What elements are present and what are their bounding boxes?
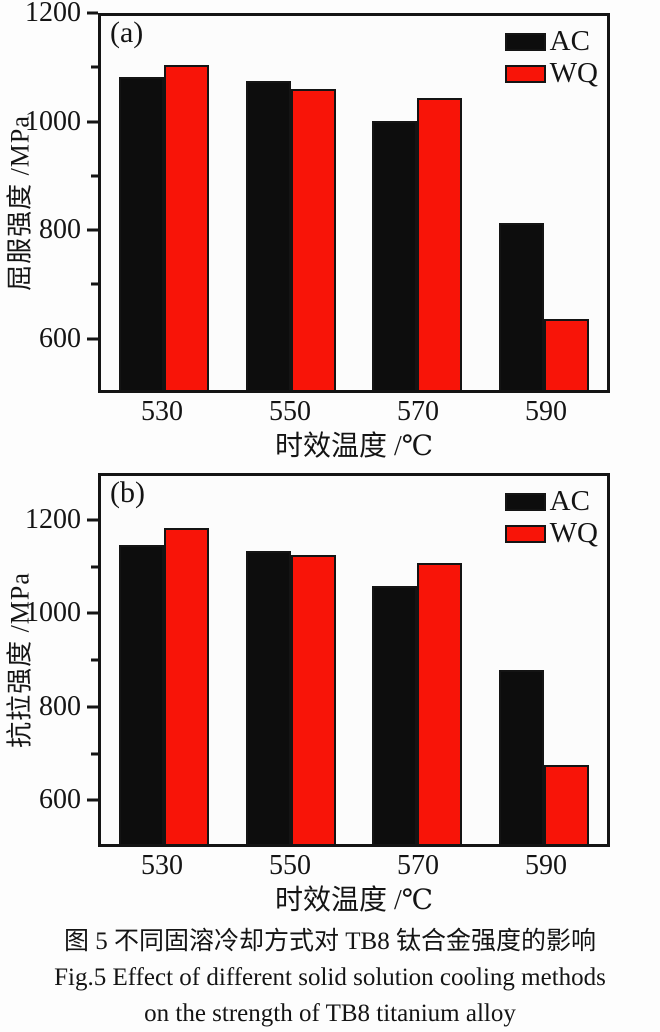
y-axis-a: 600 800 1000 1200: [25, 0, 98, 393]
bar-wq-530: [164, 527, 210, 844]
bar-ac-550: [245, 81, 291, 390]
x-tick-label: 590: [525, 396, 567, 427]
bar-ac-570: [372, 585, 418, 844]
y-tick-label: 800: [39, 690, 81, 722]
legend-swatch-ac: [504, 32, 546, 51]
bar-ac-570: [372, 120, 418, 390]
caption-en-line1: Fig.5 Effect of different solid solution…: [54, 964, 606, 991]
bar-group-550: [228, 476, 355, 844]
chart-panel-a: 屈服强度 /MPa 600 800 1000 1200 (a) AC WQ 530 55…: [0, 0, 660, 467]
legend-label-ac: AC: [549, 25, 590, 57]
x-tick-label: 570: [397, 850, 439, 881]
x-tick-labels-b: 530 550 570 590: [98, 847, 610, 883]
bar-wq-570: [417, 97, 463, 390]
bar-wq-590: [543, 319, 589, 390]
y-tick-major: [87, 228, 98, 232]
bar-ac-590: [498, 670, 544, 844]
x-tick-label: 530: [141, 396, 183, 427]
bar-group-530: [101, 476, 228, 844]
bars-layer-a: [101, 16, 607, 390]
legend-item-wq: WQ: [504, 517, 598, 549]
x-tick-labels-a: 530 550 570 590: [98, 393, 610, 429]
legend-item-ac: AC: [504, 25, 598, 57]
bar-group-590: [481, 476, 608, 844]
plot-area-a: (a) AC WQ: [98, 13, 610, 393]
bar-group-550: [228, 16, 355, 390]
legend-label-wq: WQ: [549, 57, 598, 89]
y-tick-major: [87, 337, 98, 341]
y-tick-minor: [91, 752, 98, 755]
caption-zh: 图 5 不同固溶冷却方式对 TB8 钛合金强度的影响: [64, 928, 596, 955]
bar-group-570: [354, 16, 481, 390]
legend-swatch-ac: [504, 492, 546, 511]
bar-ac-590: [498, 223, 544, 390]
y-tick-label: 1000: [25, 597, 81, 629]
figure-caption: 图 5 不同固溶冷却方式对 TB8 钛合金强度的影响 Fig.5 Effect …: [0, 924, 660, 1032]
x-axis-title-a: 时效温度 /℃: [274, 431, 434, 462]
y-tick-label: 1200: [25, 0, 81, 28]
legend-label-ac: AC: [549, 485, 590, 517]
caption-en-line2: on the strength of TB8 titanium alloy: [144, 1000, 516, 1027]
x-tick-label: 570: [397, 396, 439, 427]
y-tick-major: [87, 120, 98, 124]
bar-ac-550: [245, 551, 291, 844]
y-axis-title: 屈服强度 /MPa: [5, 115, 35, 291]
y-tick-label: 600: [39, 784, 81, 816]
legend-swatch-wq: [504, 524, 546, 543]
legend-b: AC WQ: [504, 485, 598, 549]
bars-layer-b: [101, 476, 607, 844]
y-tick-minor: [91, 65, 98, 69]
y-tick-major: [87, 798, 98, 802]
x-tick-label: 550: [269, 850, 311, 881]
legend-label-wq: WQ: [549, 517, 598, 549]
y-tick-major: [87, 518, 98, 522]
panel-label-b: (b): [110, 476, 145, 509]
bar-wq-550: [290, 554, 336, 844]
y-tick-major: [87, 611, 98, 615]
plot-area-b: (b) AC WQ: [98, 473, 610, 847]
y-axis-b: 600 800 1000 1200: [25, 473, 98, 847]
legend-a: AC WQ: [504, 25, 598, 89]
bar-group-570: [354, 476, 481, 844]
x-tick-label: 550: [269, 396, 311, 427]
y-axis-title-container-a: 屈服强度 /MPa: [0, 13, 36, 393]
bar-wq-530: [164, 65, 210, 390]
y-tick-minor: [91, 565, 98, 568]
legend-item-wq: WQ: [504, 57, 598, 89]
legend-item-ac: AC: [504, 485, 598, 517]
bar-group-590: [481, 16, 608, 390]
bar-wq-570: [417, 562, 463, 844]
y-tick-label: 1000: [25, 105, 81, 137]
bar-group-530: [101, 16, 228, 390]
y-tick-label: 800: [39, 214, 81, 246]
bar-ac-530: [119, 545, 165, 844]
bar-ac-530: [119, 77, 165, 390]
bar-wq-550: [290, 88, 336, 390]
x-tick-label: 530: [141, 850, 183, 881]
y-tick-major: [87, 705, 98, 709]
x-axis-title-b: 时效温度 /℃: [274, 885, 434, 916]
y-tick-label: 600: [39, 322, 81, 354]
y-tick-minor: [91, 282, 98, 286]
y-tick-major: [87, 11, 98, 15]
legend-swatch-wq: [504, 64, 546, 83]
y-tick-minor: [91, 174, 98, 178]
y-tick-minor: [91, 658, 98, 662]
panel-label-a: (a): [110, 16, 144, 49]
chart-panel-b: 抗拉强度 /MPa 600 800 1000 1200 (b) AC WQ 530 55…: [0, 473, 660, 921]
x-tick-label: 590: [525, 850, 567, 881]
bar-wq-590: [543, 764, 589, 844]
y-tick-label: 1200: [25, 503, 81, 535]
